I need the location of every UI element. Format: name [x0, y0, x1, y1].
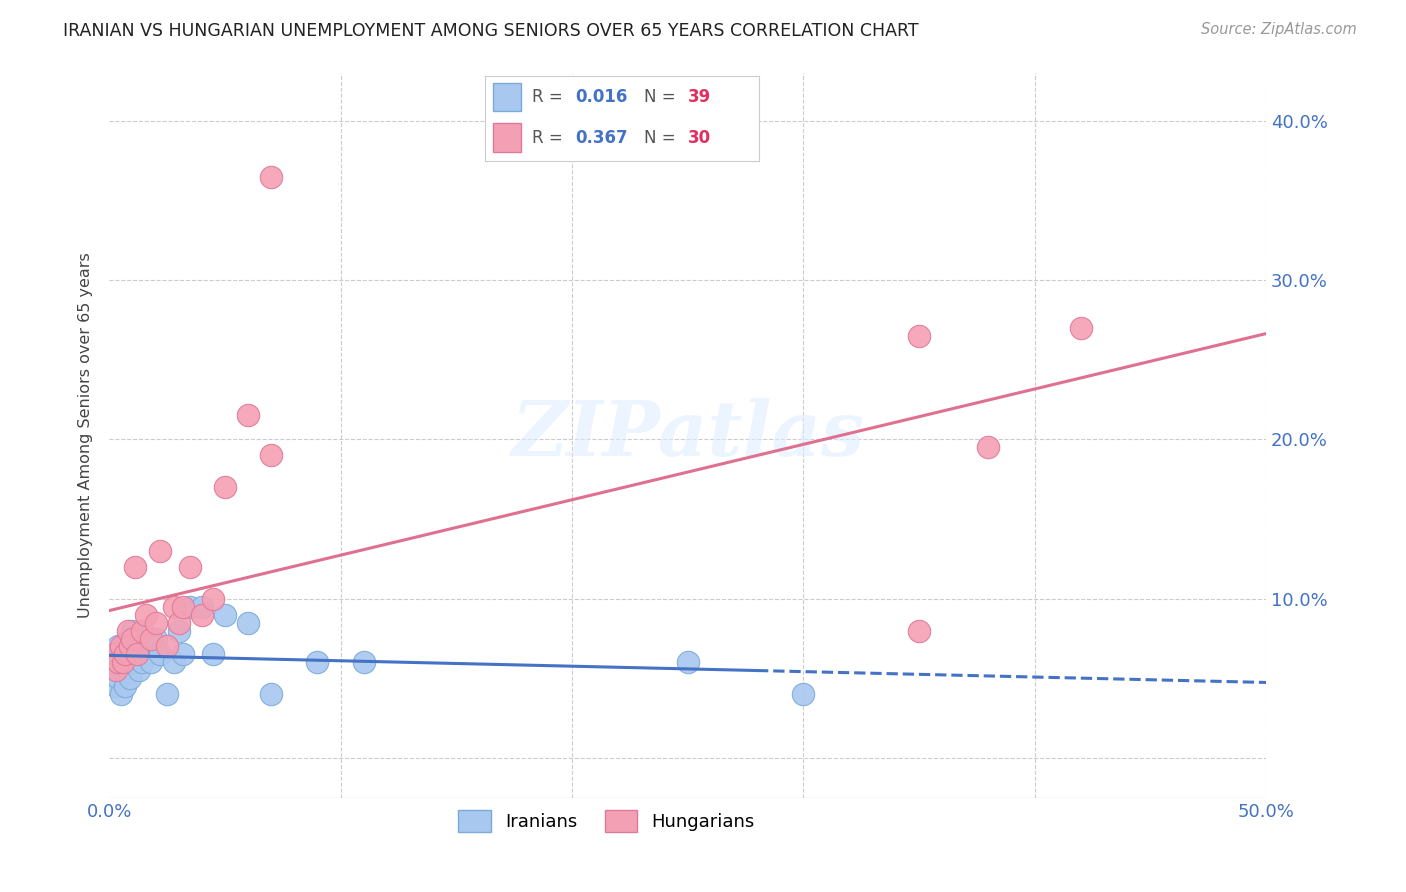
Point [114, 640, 136, 654]
Point [214, 480, 236, 494]
Point [149, 544, 172, 558]
Point [145, 615, 167, 630]
Point [110, 640, 132, 654]
Point [105, 648, 128, 662]
Point [792, 687, 814, 701]
Point [149, 648, 172, 662]
Point [107, 640, 129, 654]
Text: ZIPatlas: ZIPatlas [510, 399, 865, 473]
Point [676, 656, 699, 670]
Text: N =: N = [644, 88, 681, 106]
Point [156, 687, 179, 701]
Point [121, 624, 143, 638]
Point [260, 169, 283, 184]
Point [908, 624, 931, 638]
Point [125, 648, 148, 662]
Point [124, 559, 146, 574]
Point [105, 664, 128, 678]
Point [112, 656, 135, 670]
Point [202, 648, 225, 662]
Point [260, 687, 283, 701]
Text: Source: ZipAtlas.com: Source: ZipAtlas.com [1201, 22, 1357, 37]
Point [179, 559, 201, 574]
Point [139, 656, 162, 670]
FancyBboxPatch shape [494, 123, 520, 152]
Point [131, 624, 153, 638]
Text: 39: 39 [688, 88, 711, 106]
Point [110, 648, 132, 662]
Point [172, 648, 194, 662]
Point [107, 671, 129, 685]
Point [121, 656, 143, 670]
Point [202, 591, 225, 606]
Point [156, 640, 179, 654]
Point [145, 632, 167, 646]
Point [131, 656, 153, 670]
Text: IRANIAN VS HUNGARIAN UNEMPLOYMENT AMONG SENIORS OVER 65 YEARS CORRELATION CHART: IRANIAN VS HUNGARIAN UNEMPLOYMENT AMONG … [63, 22, 920, 40]
Legend: Iranians, Hungarians: Iranians, Hungarians [451, 803, 762, 839]
Point [103, 648, 125, 662]
Point [163, 656, 186, 670]
Point [105, 679, 128, 693]
Point [167, 624, 190, 638]
Point [112, 664, 135, 678]
Point [114, 648, 136, 662]
Point [977, 441, 1000, 455]
Point [125, 648, 148, 662]
Point [236, 615, 259, 630]
Point [163, 599, 186, 614]
Point [117, 632, 139, 646]
Point [107, 656, 129, 670]
Point [100, 656, 122, 670]
Y-axis label: Unemployment Among Seniors over 65 years: Unemployment Among Seniors over 65 years [79, 252, 93, 618]
Point [179, 599, 201, 614]
Point [191, 607, 214, 622]
Point [117, 656, 139, 670]
Point [172, 599, 194, 614]
Point [135, 632, 157, 646]
Text: 0.367: 0.367 [575, 128, 628, 146]
Point [120, 640, 142, 654]
Point [1070, 321, 1092, 335]
Text: 0.016: 0.016 [575, 88, 628, 106]
Point [117, 624, 139, 638]
FancyBboxPatch shape [494, 83, 520, 112]
Text: R =: R = [531, 128, 568, 146]
Point [214, 607, 236, 622]
Point [103, 664, 125, 678]
Point [124, 656, 146, 670]
Point [110, 687, 132, 701]
Point [307, 656, 329, 670]
Point [121, 632, 143, 646]
Text: N =: N = [644, 128, 681, 146]
Point [128, 664, 150, 678]
Point [100, 656, 122, 670]
Point [114, 679, 136, 693]
Point [167, 615, 190, 630]
Point [135, 607, 157, 622]
Point [139, 632, 162, 646]
Text: R =: R = [531, 88, 568, 106]
Point [260, 448, 283, 462]
Point [236, 409, 259, 423]
Point [120, 671, 142, 685]
Point [132, 640, 155, 654]
Point [908, 328, 931, 343]
Point [191, 599, 214, 614]
Point [353, 656, 375, 670]
Text: 30: 30 [688, 128, 711, 146]
